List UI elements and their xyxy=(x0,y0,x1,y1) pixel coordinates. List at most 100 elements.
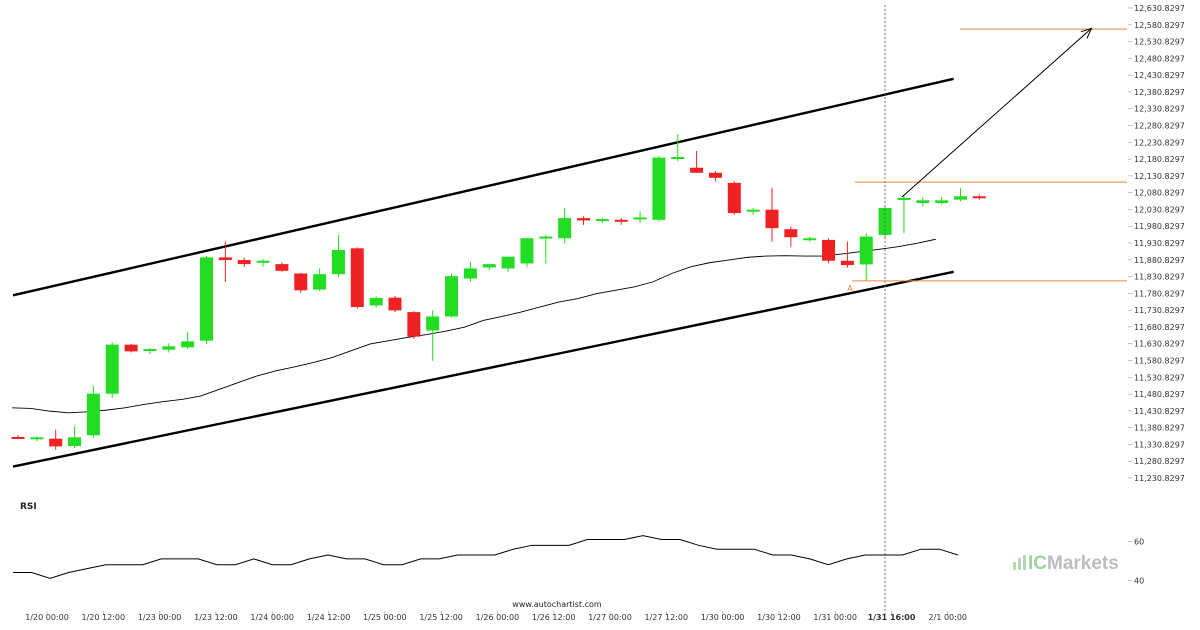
candle-body xyxy=(746,209,760,212)
time-tick-label: 1/20 00:00 xyxy=(25,613,69,622)
candle xyxy=(124,343,138,353)
candle-body xyxy=(350,248,364,308)
candle-body xyxy=(200,257,213,341)
pattern-point-label: A xyxy=(847,284,853,293)
levels-layer: A xyxy=(847,5,1127,615)
price-tick-label: 12,080.8297 xyxy=(1134,189,1185,198)
candle xyxy=(105,342,119,398)
candle-body xyxy=(765,209,779,229)
candle xyxy=(275,262,289,272)
price-axis: 12,630.8297 12,580.8297 12,530.8297 12,480.… xyxy=(1128,4,1185,483)
candle-body xyxy=(143,349,157,352)
candle xyxy=(690,150,704,173)
candle-body xyxy=(652,157,666,220)
price-tick-label: 12,630.8297 xyxy=(1134,4,1185,13)
candle-body xyxy=(105,344,119,394)
candle-body xyxy=(30,437,44,440)
time-tick-label: 1/31 16:00 xyxy=(868,613,916,622)
candle-body xyxy=(275,264,289,271)
candle-body xyxy=(162,346,176,350)
candle-body xyxy=(577,218,590,221)
candle-body xyxy=(954,196,967,200)
price-tick-label: 12,430.8297 xyxy=(1134,71,1185,80)
candle-body xyxy=(840,260,854,266)
candle xyxy=(520,238,534,268)
candle xyxy=(407,311,421,339)
channel-layer xyxy=(12,77,954,468)
candle-body xyxy=(181,341,195,348)
candle xyxy=(633,211,647,224)
time-tick-label: 1/27 12:00 xyxy=(645,613,689,622)
candle xyxy=(181,332,195,350)
candle xyxy=(11,435,25,439)
price-tick-label: 12,280.8297 xyxy=(1134,122,1185,131)
price-tick-label: 12,030.8297 xyxy=(1134,205,1185,214)
candle-body xyxy=(614,219,628,222)
candle-body xyxy=(407,312,421,337)
price-tick-label: 11,980.8297 xyxy=(1134,222,1185,231)
candle xyxy=(840,241,854,268)
brand-mark-icon xyxy=(1013,555,1026,570)
candle xyxy=(86,385,100,438)
time-tick-label: 1/23 00:00 xyxy=(138,613,182,622)
candle-body xyxy=(331,249,345,275)
projection-arrow-head-icon xyxy=(1080,27,1093,39)
candle xyxy=(746,208,760,215)
candle-body xyxy=(313,274,327,290)
candle xyxy=(859,233,873,281)
candle-body xyxy=(256,260,270,263)
candle-body xyxy=(369,297,383,306)
source-watermark: www.autochartist.com xyxy=(512,600,602,609)
candle-body xyxy=(482,264,496,268)
candle xyxy=(200,256,213,344)
time-tick-label: 1/30 12:00 xyxy=(757,613,801,622)
candles-layer xyxy=(11,134,986,450)
candle xyxy=(49,429,63,450)
price-tick-label: 12,580.8297 xyxy=(1134,21,1185,30)
candle-body xyxy=(935,200,949,203)
candle-body xyxy=(445,276,459,317)
candle xyxy=(803,236,817,242)
time-tick-label: 1/25 12:00 xyxy=(419,613,463,622)
candle xyxy=(426,310,440,361)
candle xyxy=(388,295,402,313)
candle-body xyxy=(916,200,930,203)
candle xyxy=(331,234,345,277)
candle xyxy=(463,261,477,282)
candle xyxy=(237,257,251,267)
svg-text:ICMarkets: ICMarkets xyxy=(1028,553,1119,574)
candle-body xyxy=(822,239,836,261)
candle xyxy=(445,273,459,318)
candle-body xyxy=(595,219,609,222)
brand-ic: IC xyxy=(1028,553,1047,574)
candle-body xyxy=(49,438,63,447)
candle xyxy=(614,218,628,225)
candle xyxy=(671,134,685,162)
price-tick-label: 12,130.8297 xyxy=(1134,172,1185,181)
candle-body xyxy=(859,236,873,265)
rsi-line xyxy=(13,535,959,579)
price-tick-label: 11,380.8297 xyxy=(1134,424,1185,433)
candle xyxy=(218,241,232,282)
candle-body xyxy=(124,344,138,352)
price-tick-label: 11,730.8297 xyxy=(1134,306,1185,315)
candle xyxy=(350,247,364,309)
candle-body xyxy=(784,229,798,238)
price-tick-label: 11,880.8297 xyxy=(1134,256,1185,265)
rsi-label: RSI xyxy=(20,502,37,512)
price-tick-label: 12,530.8297 xyxy=(1134,38,1185,47)
price-tick-label: 11,230.8297 xyxy=(1134,474,1185,483)
candle xyxy=(822,238,836,264)
time-tick-label: 1/26 00:00 xyxy=(476,613,520,622)
candle xyxy=(916,196,930,207)
candle xyxy=(784,226,798,247)
channel-lower-line xyxy=(12,270,954,468)
price-tick-label: 11,630.8297 xyxy=(1134,340,1185,349)
rsi-tick-label: 60 xyxy=(1134,537,1144,546)
time-tick-label: 1/24 00:00 xyxy=(250,613,294,622)
candle-body xyxy=(463,268,477,279)
time-tick-label: 1/30 00:00 xyxy=(701,613,745,622)
candle-body xyxy=(558,218,572,239)
candle-body xyxy=(708,172,722,178)
candle xyxy=(501,256,515,272)
